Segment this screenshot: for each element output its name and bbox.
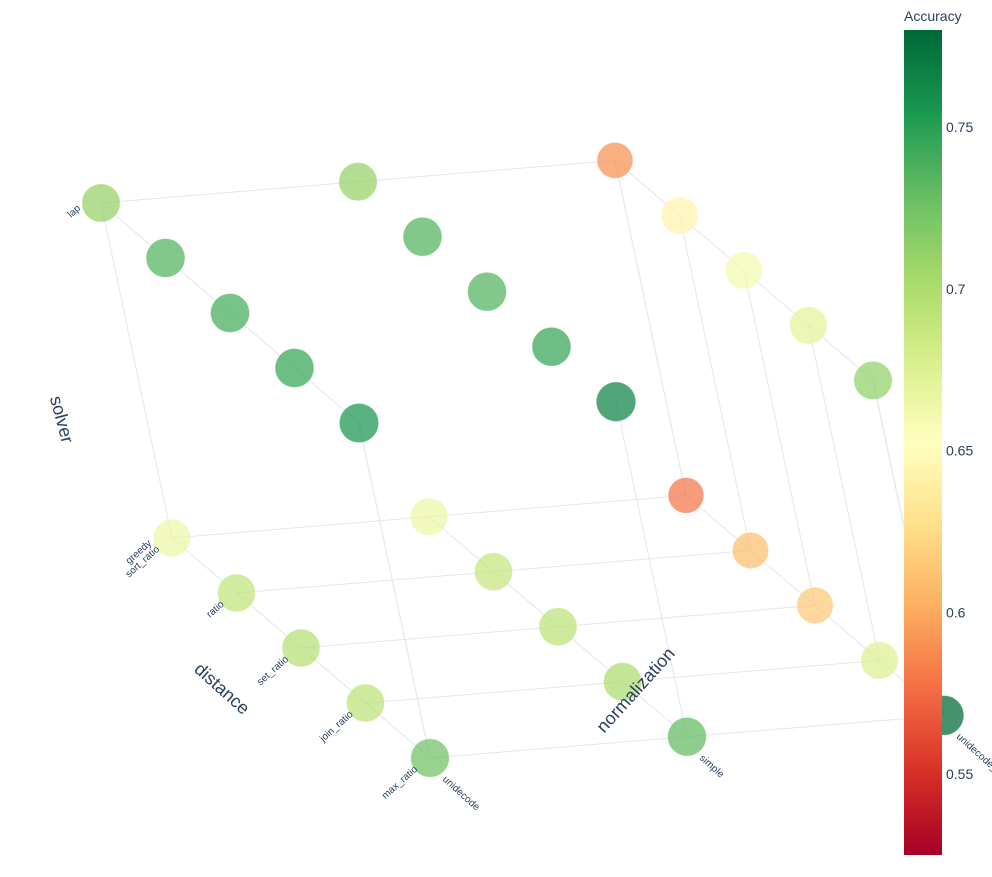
colorbar-tick-label: 0.75 bbox=[946, 119, 973, 135]
gridline-yz bbox=[358, 422, 431, 759]
data-point bbox=[789, 306, 828, 345]
colorbar-tick-label: 0.7 bbox=[946, 281, 966, 297]
data-point bbox=[281, 628, 321, 668]
scene-gridlines bbox=[171, 160, 945, 759]
gridline-xz bbox=[614, 160, 687, 496]
data-point bbox=[531, 326, 572, 367]
data-point bbox=[660, 196, 699, 235]
data-point bbox=[152, 518, 192, 558]
box-edge bbox=[100, 202, 173, 539]
colorbar-ticks: 0.55 0.6 0.65 0.7 0.75 bbox=[946, 119, 973, 782]
y-tick-label: simple bbox=[697, 753, 726, 781]
data-point bbox=[402, 216, 443, 257]
data-points bbox=[81, 141, 965, 778]
x-tick-label: set_ratio bbox=[255, 654, 291, 688]
y-tick-label: unidecode bbox=[440, 774, 482, 813]
data-point bbox=[216, 573, 257, 613]
data-point bbox=[410, 738, 450, 778]
z-axis-title: solver bbox=[46, 394, 78, 446]
data-point bbox=[81, 183, 121, 223]
data-point bbox=[409, 497, 449, 537]
data-point bbox=[731, 531, 770, 570]
data-point bbox=[338, 402, 380, 444]
colorbar-gradient bbox=[904, 30, 942, 855]
x-axis-title: distance bbox=[190, 659, 253, 719]
data-point bbox=[145, 237, 186, 279]
colorbar-tick-label: 0.65 bbox=[946, 443, 973, 459]
x-tick-label: join_ratio bbox=[317, 709, 356, 745]
data-point bbox=[473, 552, 514, 592]
data-point bbox=[602, 662, 643, 702]
data-point bbox=[667, 716, 707, 757]
gridline-xz bbox=[808, 325, 880, 661]
colorbar-tick-label: 0.55 bbox=[946, 766, 973, 782]
data-point bbox=[796, 586, 834, 625]
z-tick-label: lap bbox=[66, 203, 84, 220]
scene-box-edges bbox=[100, 159, 945, 759]
gridline-yz bbox=[615, 401, 688, 737]
gridline-xz bbox=[743, 270, 816, 606]
colorbar[interactable]: Accuracy 0.55 0.6 0.65 0.7 0.75 bbox=[904, 8, 973, 855]
data-point bbox=[860, 641, 899, 680]
data-point bbox=[338, 161, 378, 202]
data-point bbox=[853, 360, 893, 401]
x-tick-label: max_ratio bbox=[380, 764, 420, 802]
data-point bbox=[466, 271, 508, 312]
colorbar-title: Accuracy bbox=[904, 8, 962, 24]
data-point bbox=[595, 381, 637, 423]
data-point bbox=[345, 683, 386, 723]
gridline-xz bbox=[679, 215, 751, 551]
data-point bbox=[209, 292, 251, 334]
data-point bbox=[724, 251, 764, 290]
data-point bbox=[667, 476, 705, 514]
colorbar-tick-label: 0.6 bbox=[946, 604, 966, 620]
data-point bbox=[538, 607, 578, 647]
data-point bbox=[596, 141, 634, 179]
data-point bbox=[274, 347, 315, 389]
